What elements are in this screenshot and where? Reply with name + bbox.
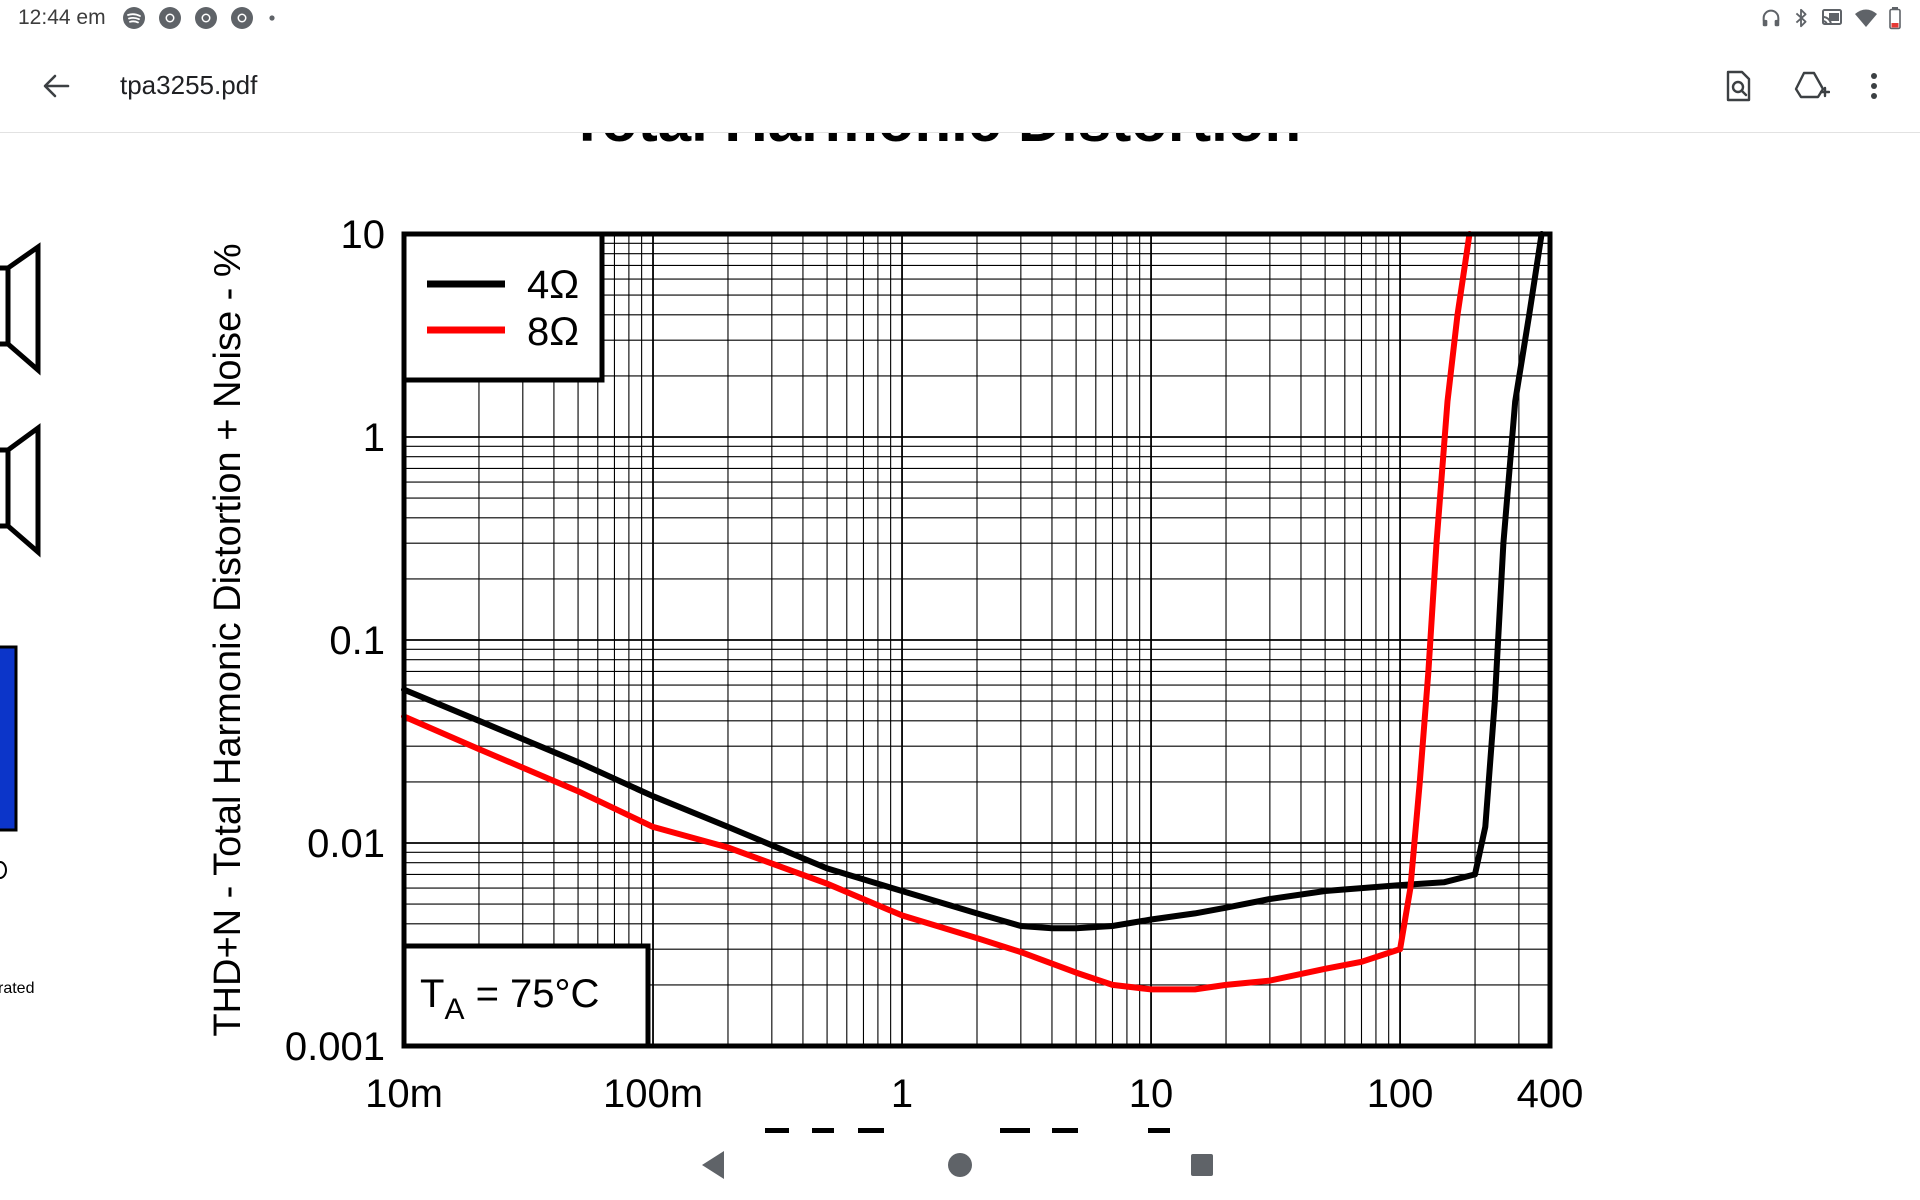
- speaker-symbol-lower: [0, 423, 41, 558]
- more-options-button[interactable]: [1854, 66, 1894, 106]
- add-to-drive-button[interactable]: [1790, 66, 1831, 106]
- recents-square-icon: [1191, 1154, 1213, 1176]
- status-bar: 12:44 em: [0, 0, 1920, 40]
- annotation-text: TA = 75°C: [420, 972, 599, 1026]
- headphones-icon: [1762, 9, 1780, 27]
- home-circle-icon: [948, 1153, 972, 1177]
- wifi-icon: [1855, 9, 1877, 27]
- legend-box: [401, 231, 605, 383]
- speaker-symbol-upper: [0, 242, 41, 376]
- chip-block: [0, 645, 18, 832]
- legend-label-8ohm: 8Ω: [527, 310, 579, 354]
- x-tick-label: 10: [1129, 1072, 1174, 1116]
- y-tick-label: 0.001: [285, 1025, 385, 1069]
- nav-recents-button[interactable]: [1184, 1147, 1220, 1188]
- bluetooth-icon: [1795, 8, 1807, 28]
- app-bar: tpa3255.pdf: [0, 40, 1920, 133]
- plot-frame: [401, 231, 1553, 1049]
- chart-heading-partial: Total Harmonic Distortion: [569, 133, 1301, 154]
- document-title: tpa3255.pdf: [120, 70, 258, 100]
- cast-icon: [1822, 9, 1842, 26]
- status-time: 12:44 em: [18, 6, 106, 29]
- battery-low-icon: [1889, 7, 1901, 30]
- legend-label-4ohm: 4Ω: [527, 263, 579, 307]
- series-line-1: [401, 231, 1473, 993]
- y-tick-labels: 0.001 0.01 0.1 1 10: [285, 213, 385, 1069]
- chrome-icon: [231, 7, 253, 29]
- pdf-page-canvas: Total Harmonic Distortion rated 4Ω 8Ω: [0, 133, 1583, 1133]
- x-tick-labels: 10m 100m 1 10 100 400: [365, 1072, 1583, 1116]
- chrome-icon: [159, 7, 181, 29]
- x-tick-label: 100m: [603, 1072, 703, 1116]
- notification-icons: [122, 6, 278, 30]
- nav-home-button[interactable]: [942, 1147, 978, 1188]
- navigation-bar: [0, 1133, 1920, 1200]
- x-tick-label: 400: [1517, 1072, 1584, 1116]
- y-tick-label: 0.1: [329, 619, 385, 663]
- pdf-page-view[interactable]: Total Harmonic Distortion rated 4Ω 8Ω: [0, 133, 1920, 1133]
- temperature-annotation: TA = 75°C: [401, 943, 651, 1049]
- add-to-drive-icon: [1794, 71, 1831, 99]
- nav-back-button[interactable]: [696, 1147, 732, 1188]
- back-triangle-icon: [702, 1151, 724, 1179]
- find-in-document-button[interactable]: [1718, 66, 1758, 106]
- y-axis-label: THD+N - Total Harmonic Distortion + Nois…: [207, 243, 249, 1036]
- x-tick-label: 1: [891, 1072, 913, 1116]
- y-tick-label: 10: [341, 213, 386, 257]
- clipped-glyph: [0, 861, 7, 879]
- y-tick-label: 1: [363, 416, 385, 460]
- chrome-icon: [195, 7, 217, 29]
- more-notifications-dot: [269, 15, 275, 21]
- series-line-0: [401, 231, 1545, 932]
- y-tick-label: 0.01: [307, 822, 385, 866]
- x-axis-title-partial: [765, 1128, 1170, 1133]
- arrow-left-icon: [43, 74, 70, 98]
- legend: 4Ω 8Ω: [401, 231, 605, 383]
- annotation-box: [401, 943, 651, 1049]
- clipped-caption: rated: [0, 980, 34, 997]
- x-tick-label: 100: [1367, 1072, 1434, 1116]
- more-vert-icon: [1871, 73, 1877, 99]
- x-tick-label: 10m: [365, 1072, 443, 1116]
- chart-grid: [404, 234, 1550, 1046]
- spotify-icon: [123, 7, 145, 29]
- system-icons: [1760, 6, 1902, 30]
- find-in-document-icon: [1726, 70, 1751, 102]
- chart-series: [401, 231, 1545, 993]
- back-button[interactable]: [36, 66, 76, 106]
